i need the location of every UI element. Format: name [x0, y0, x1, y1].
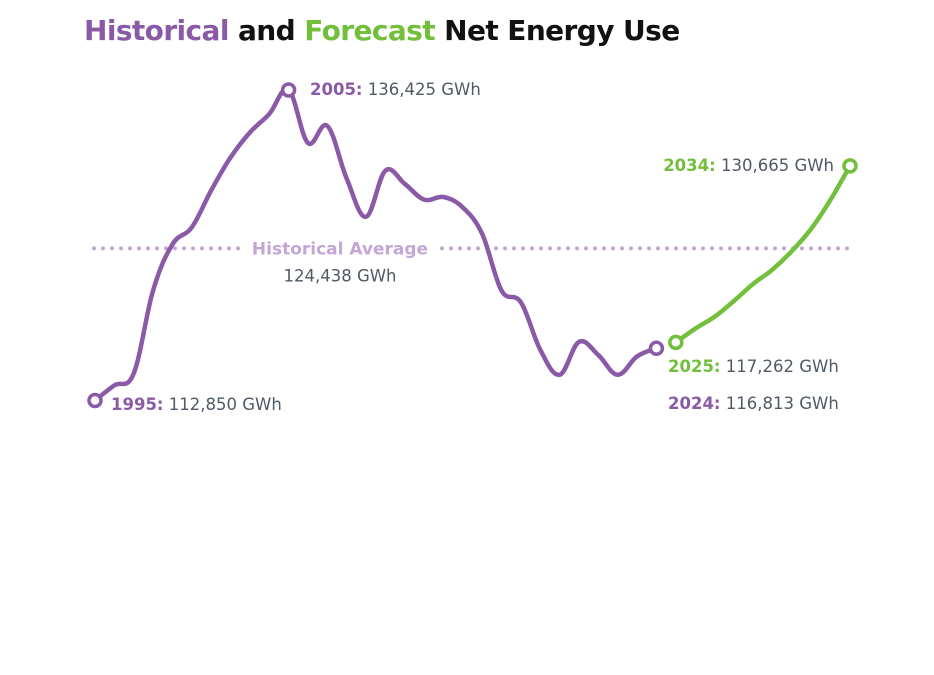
- annotation-2034-year: 2034:: [663, 156, 716, 175]
- title-rest: Net Energy Use: [434, 14, 680, 47]
- annotation-2025-year: 2025:: [668, 357, 721, 376]
- annotation-2005-year: 2005:: [310, 80, 363, 99]
- endpoint-markers: [87, 82, 858, 409]
- historical-series-line: [92, 86, 659, 403]
- annotation-1995: 1995: 112,850 GWh: [111, 395, 282, 414]
- annotation-2024-value: 116,813 GWh: [721, 394, 839, 413]
- annotations: 1995: 112,850 GWh 2005: 136,425 GWh 2034…: [111, 80, 839, 414]
- marker-1995: [87, 392, 103, 409]
- historical-average-value: 124,438 GWh: [283, 266, 396, 285]
- annotation-2005: 2005: 136,425 GWh: [310, 80, 481, 99]
- chart-title: Historical and Forecast Net Energy Use: [84, 14, 680, 47]
- annotation-1995-value: 112,850 GWh: [164, 395, 282, 414]
- marker-2005: [280, 82, 297, 98]
- title-historical: Historical: [84, 14, 229, 47]
- marker-2034: [842, 158, 858, 174]
- annotation-2025-value: 117,262 GWh: [721, 357, 839, 376]
- annotation-1995-year: 1995:: [111, 395, 164, 414]
- marker-2025: [668, 334, 684, 351]
- forecast-series-line: [673, 163, 853, 345]
- title-forecast: Forecast: [304, 14, 435, 47]
- marker-2024: [648, 340, 665, 357]
- annotation-2024-year: 2024:: [668, 394, 721, 413]
- title-and: and: [228, 14, 305, 47]
- annotation-2025: 2025: 117,262 GWh: [668, 357, 839, 376]
- historical-average-label: Historical Average: [252, 239, 428, 259]
- average-line-group: Historical Average 124,438 GWh: [92, 239, 850, 285]
- annotation-2034: 2034: 130,665 GWh: [663, 156, 834, 175]
- annotation-2024: 2024: 116,813 GWh: [668, 394, 839, 413]
- annotation-2005-value: 136,425 GWh: [363, 80, 481, 99]
- annotation-2034-value: 130,665 GWh: [716, 156, 834, 175]
